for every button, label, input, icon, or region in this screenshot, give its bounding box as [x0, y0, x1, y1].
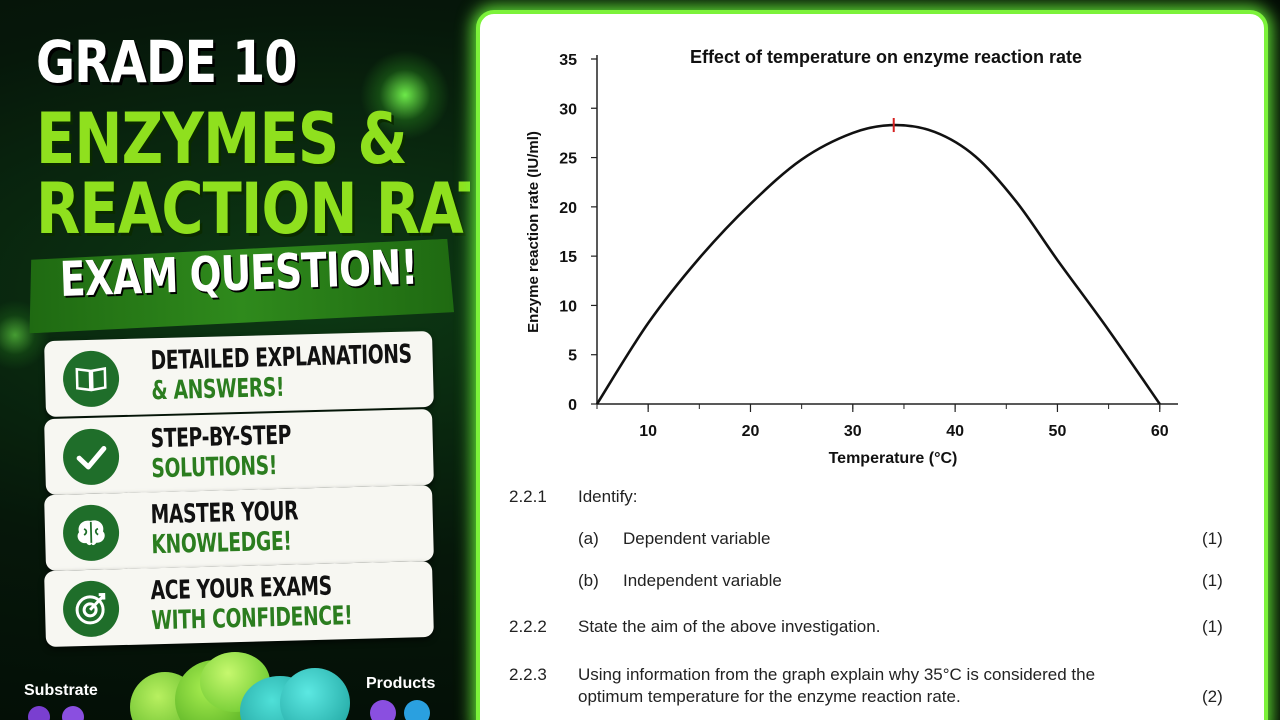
grade-heading: GRADE 10 [36, 28, 297, 96]
feature-card-solutions: STEP-BY-STEP SOLUTIONS! [44, 408, 434, 496]
feature-subtitle: SOLUTIONS! [151, 451, 278, 485]
checkmark-icon [62, 428, 120, 486]
subquestion-label: (a) [578, 529, 599, 548]
x-axis-label: Temperature (°C) [829, 450, 958, 467]
feature-card-explanations: DETAILED EXPLANATIONS & ANSWERS! [44, 330, 434, 418]
question-marks: (2) [1202, 687, 1223, 706]
question-text: State the aim of the above investigation… [578, 617, 881, 636]
question-text: Using information from the graph explain… [578, 665, 1096, 684]
book-icon [62, 350, 120, 408]
y-tick-label: 25 [559, 151, 577, 168]
exam-question-panel: Effect of temperature on enzyme reaction… [476, 10, 1268, 720]
x-tick-label: 20 [742, 423, 760, 440]
substrate-label: Substrate [24, 682, 98, 699]
products-label: Products [366, 675, 436, 692]
question-number: 2.2.2 [509, 617, 547, 636]
question-number: 2.2.3 [509, 665, 547, 684]
x-tick-label: 40 [946, 423, 964, 440]
feature-title: STEP-BY-STEP [150, 420, 292, 455]
feature-card-knowledge: MASTER YOUR KNOWLEDGE! [44, 484, 434, 572]
question-text: Dependent variable [623, 529, 771, 548]
green-glow [360, 50, 450, 140]
chart-title: Effect of temperature on enzyme reaction… [690, 47, 1082, 67]
question-marks: (1) [1202, 571, 1223, 590]
series-line [595, 123, 1161, 405]
feature-title: ACE YOUR EXAMS [150, 571, 333, 607]
x-tick-label: 60 [1151, 423, 1169, 440]
feature-card-exams: ACE YOUR EXAMS WITH CONFIDENCE! [44, 560, 434, 648]
x-tick-label: 10 [639, 423, 657, 440]
question-marks: (1) [1202, 617, 1223, 636]
y-tick-label: 30 [559, 101, 577, 118]
subquestion-label: (b) [578, 571, 599, 590]
question-text-continued: optimum temperature for the enzyme react… [578, 687, 961, 706]
question-marks: (1) [1202, 529, 1223, 548]
promo-panel: GRADE 10 ENZYMES & REACTION RATE EXAM QU… [0, 0, 470, 720]
x-tick-label: 50 [1049, 423, 1067, 440]
question-text: Identify: [578, 487, 638, 506]
y-tick-label: 35 [559, 52, 577, 69]
feature-title: DETAILED EXPLANATIONS [150, 339, 413, 377]
target-icon [62, 580, 120, 638]
feature-subtitle: WITH CONFIDENCE! [151, 601, 353, 637]
question-number: 2.2.1 [509, 487, 547, 506]
y-tick-label: 20 [559, 200, 577, 217]
feature-title: MASTER YOUR [150, 496, 299, 531]
y-tick-label: 15 [559, 249, 577, 266]
y-tick-label: 0 [568, 397, 577, 414]
brain-icon [62, 504, 120, 562]
topic-heading-line1: ENZYMES & [36, 98, 408, 180]
y-tick-label: 10 [559, 298, 577, 315]
enzyme-rate-chart: Effect of temperature on enzyme reaction… [525, 47, 1178, 467]
y-tick-label: 5 [568, 348, 577, 365]
topic-heading-line2: REACTION RATE [36, 168, 470, 250]
question-text: Independent variable [623, 571, 782, 590]
y-axis-label: Enzyme reaction rate (IU/ml) [525, 131, 542, 333]
x-tick-label: 30 [844, 423, 862, 440]
feature-subtitle: KNOWLEDGE! [151, 526, 292, 561]
feature-subtitle: & ANSWERS! [151, 372, 285, 407]
